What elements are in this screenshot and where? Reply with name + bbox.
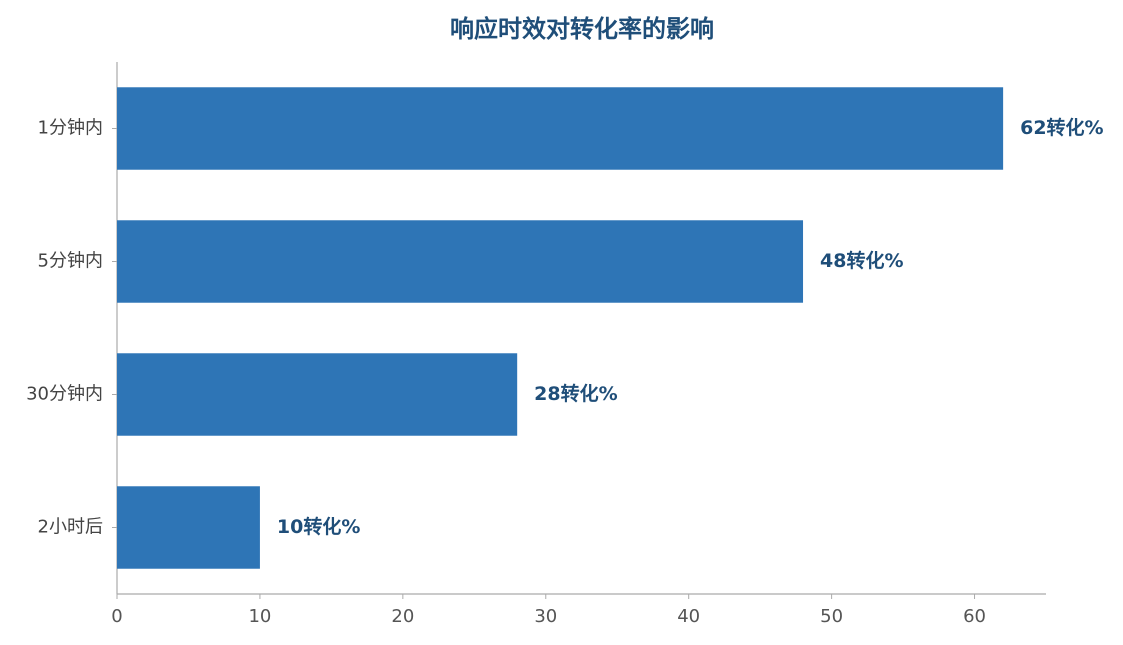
- x-tick-label: 60: [963, 606, 986, 627]
- chart-title: 响应时效对转化率的影响: [450, 15, 714, 43]
- x-tick-label: 40: [677, 606, 700, 627]
- y-tick-label: 2小时后: [38, 517, 103, 538]
- x-tick-label: 0: [111, 606, 122, 627]
- y-tick-label: 1分钟内: [38, 118, 103, 139]
- value-label: 28转化%: [534, 382, 617, 405]
- y-tick-label: 30分钟内: [26, 384, 103, 405]
- y-tick-label: 5分钟内: [38, 251, 103, 272]
- value-label: 10转化%: [277, 515, 360, 538]
- bar: [117, 353, 518, 436]
- x-tick-label: 30: [534, 606, 557, 627]
- bar: [117, 486, 260, 569]
- bar: [117, 220, 804, 303]
- value-label: 48转化%: [820, 249, 903, 272]
- bar: [117, 87, 1004, 170]
- x-tick-label: 50: [820, 606, 843, 627]
- value-label: 62转化%: [1020, 116, 1103, 139]
- x-tick-label: 10: [248, 606, 271, 627]
- x-tick-label: 20: [391, 606, 414, 627]
